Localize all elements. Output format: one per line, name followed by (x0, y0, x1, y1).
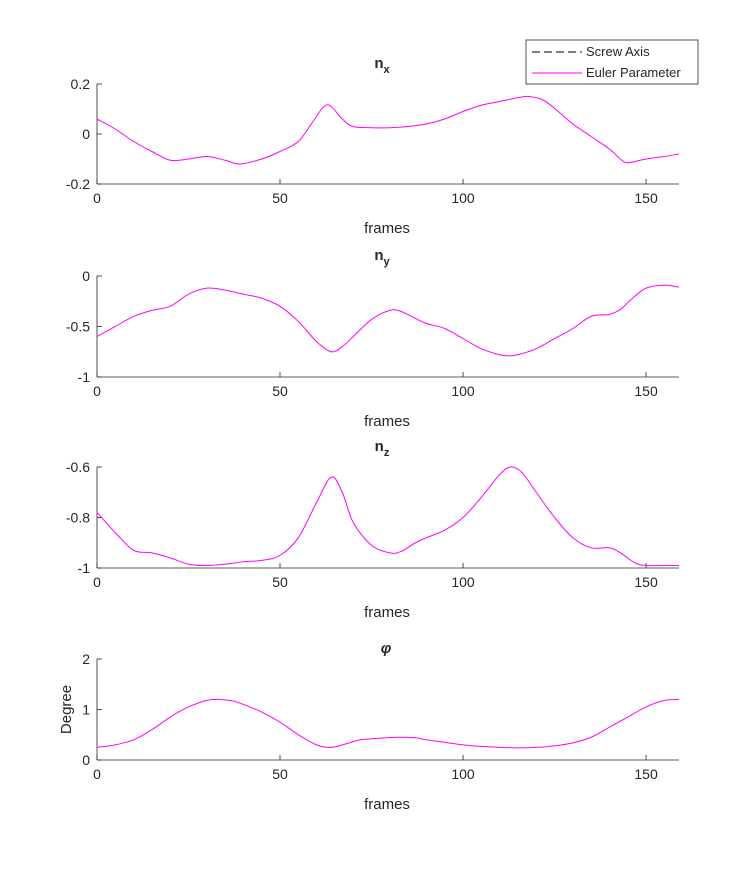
x-tick-label: 0 (93, 190, 101, 206)
series-line-euler-parameter (96, 466, 679, 567)
subplot-title: φ (381, 640, 392, 657)
y-tick-label: 0 (82, 126, 90, 142)
subplot-title-subscript: z (384, 447, 390, 459)
x-tick-label: 50 (272, 190, 288, 206)
subplot-title-subscript: y (384, 256, 391, 268)
y-tick-label: -1 (78, 560, 91, 576)
x-tick-label: 150 (634, 383, 658, 399)
x-tick-label: 100 (451, 383, 475, 399)
x-tick-label: 150 (634, 190, 658, 206)
y-tick-label: -0.6 (66, 459, 90, 475)
x-tick-label: 100 (451, 574, 475, 590)
x-axis-label: frames (364, 413, 410, 430)
x-tick-label: 50 (272, 574, 288, 590)
subplot-nz: 0 50 100 150 -1 -0.8 -0.6 frames nz (66, 438, 679, 621)
y-tick-label: 0 (82, 752, 90, 768)
y-tick-label: -0.2 (66, 176, 90, 192)
legend-label-screw-axis: Screw Axis (586, 44, 650, 59)
subplot-title-main: n (374, 247, 383, 264)
legend-box (525, 39, 699, 85)
x-tick-label: 0 (93, 574, 101, 590)
x-axis-label: frames (364, 604, 410, 621)
subplot-title: ny (374, 247, 390, 268)
x-tick-label: 50 (272, 383, 288, 399)
y-axis-label: Degree (58, 685, 75, 734)
series-line-euler-parameter (96, 698, 680, 749)
subplot-title-main: n (374, 55, 383, 72)
legend: Screw Axis Euler Parameter (525, 39, 699, 85)
y-tick-label: 0 (82, 268, 90, 284)
x-axis-label: frames (364, 796, 410, 813)
legend-label-euler-parameter: Euler Parameter (586, 65, 681, 80)
subplot-phi: 0 50 100 150 0 1 2 frames Degree φ (58, 640, 680, 813)
subplot-title-main: n (375, 438, 384, 455)
x-tick-label: 100 (451, 190, 475, 206)
x-tick-label: 0 (93, 383, 101, 399)
x-tick-label: 100 (451, 766, 475, 782)
x-tick-label: 0 (93, 766, 101, 782)
y-tick-label: 2 (82, 651, 90, 667)
series-line-euler-parameter (96, 95, 680, 165)
subplot-title: nx (374, 55, 390, 76)
series-line-euler-parameter (96, 284, 680, 357)
y-tick-label: 0.2 (71, 76, 91, 92)
subplot-title: nz (375, 438, 390, 459)
x-axis-label: frames (364, 220, 410, 237)
x-tick-label: 150 (634, 766, 658, 782)
y-tick-label: -0.8 (66, 510, 90, 526)
subplot-ny: 0 50 100 150 -1 -0.5 0 frames ny (66, 247, 680, 430)
x-tick-label: 150 (634, 574, 658, 590)
y-tick-label: -1 (78, 369, 91, 385)
x-tick-label: 50 (272, 766, 288, 782)
subplot-title-subscript: x (384, 64, 391, 76)
y-tick-label: 1 (82, 702, 90, 718)
y-tick-label: -0.5 (66, 319, 90, 335)
